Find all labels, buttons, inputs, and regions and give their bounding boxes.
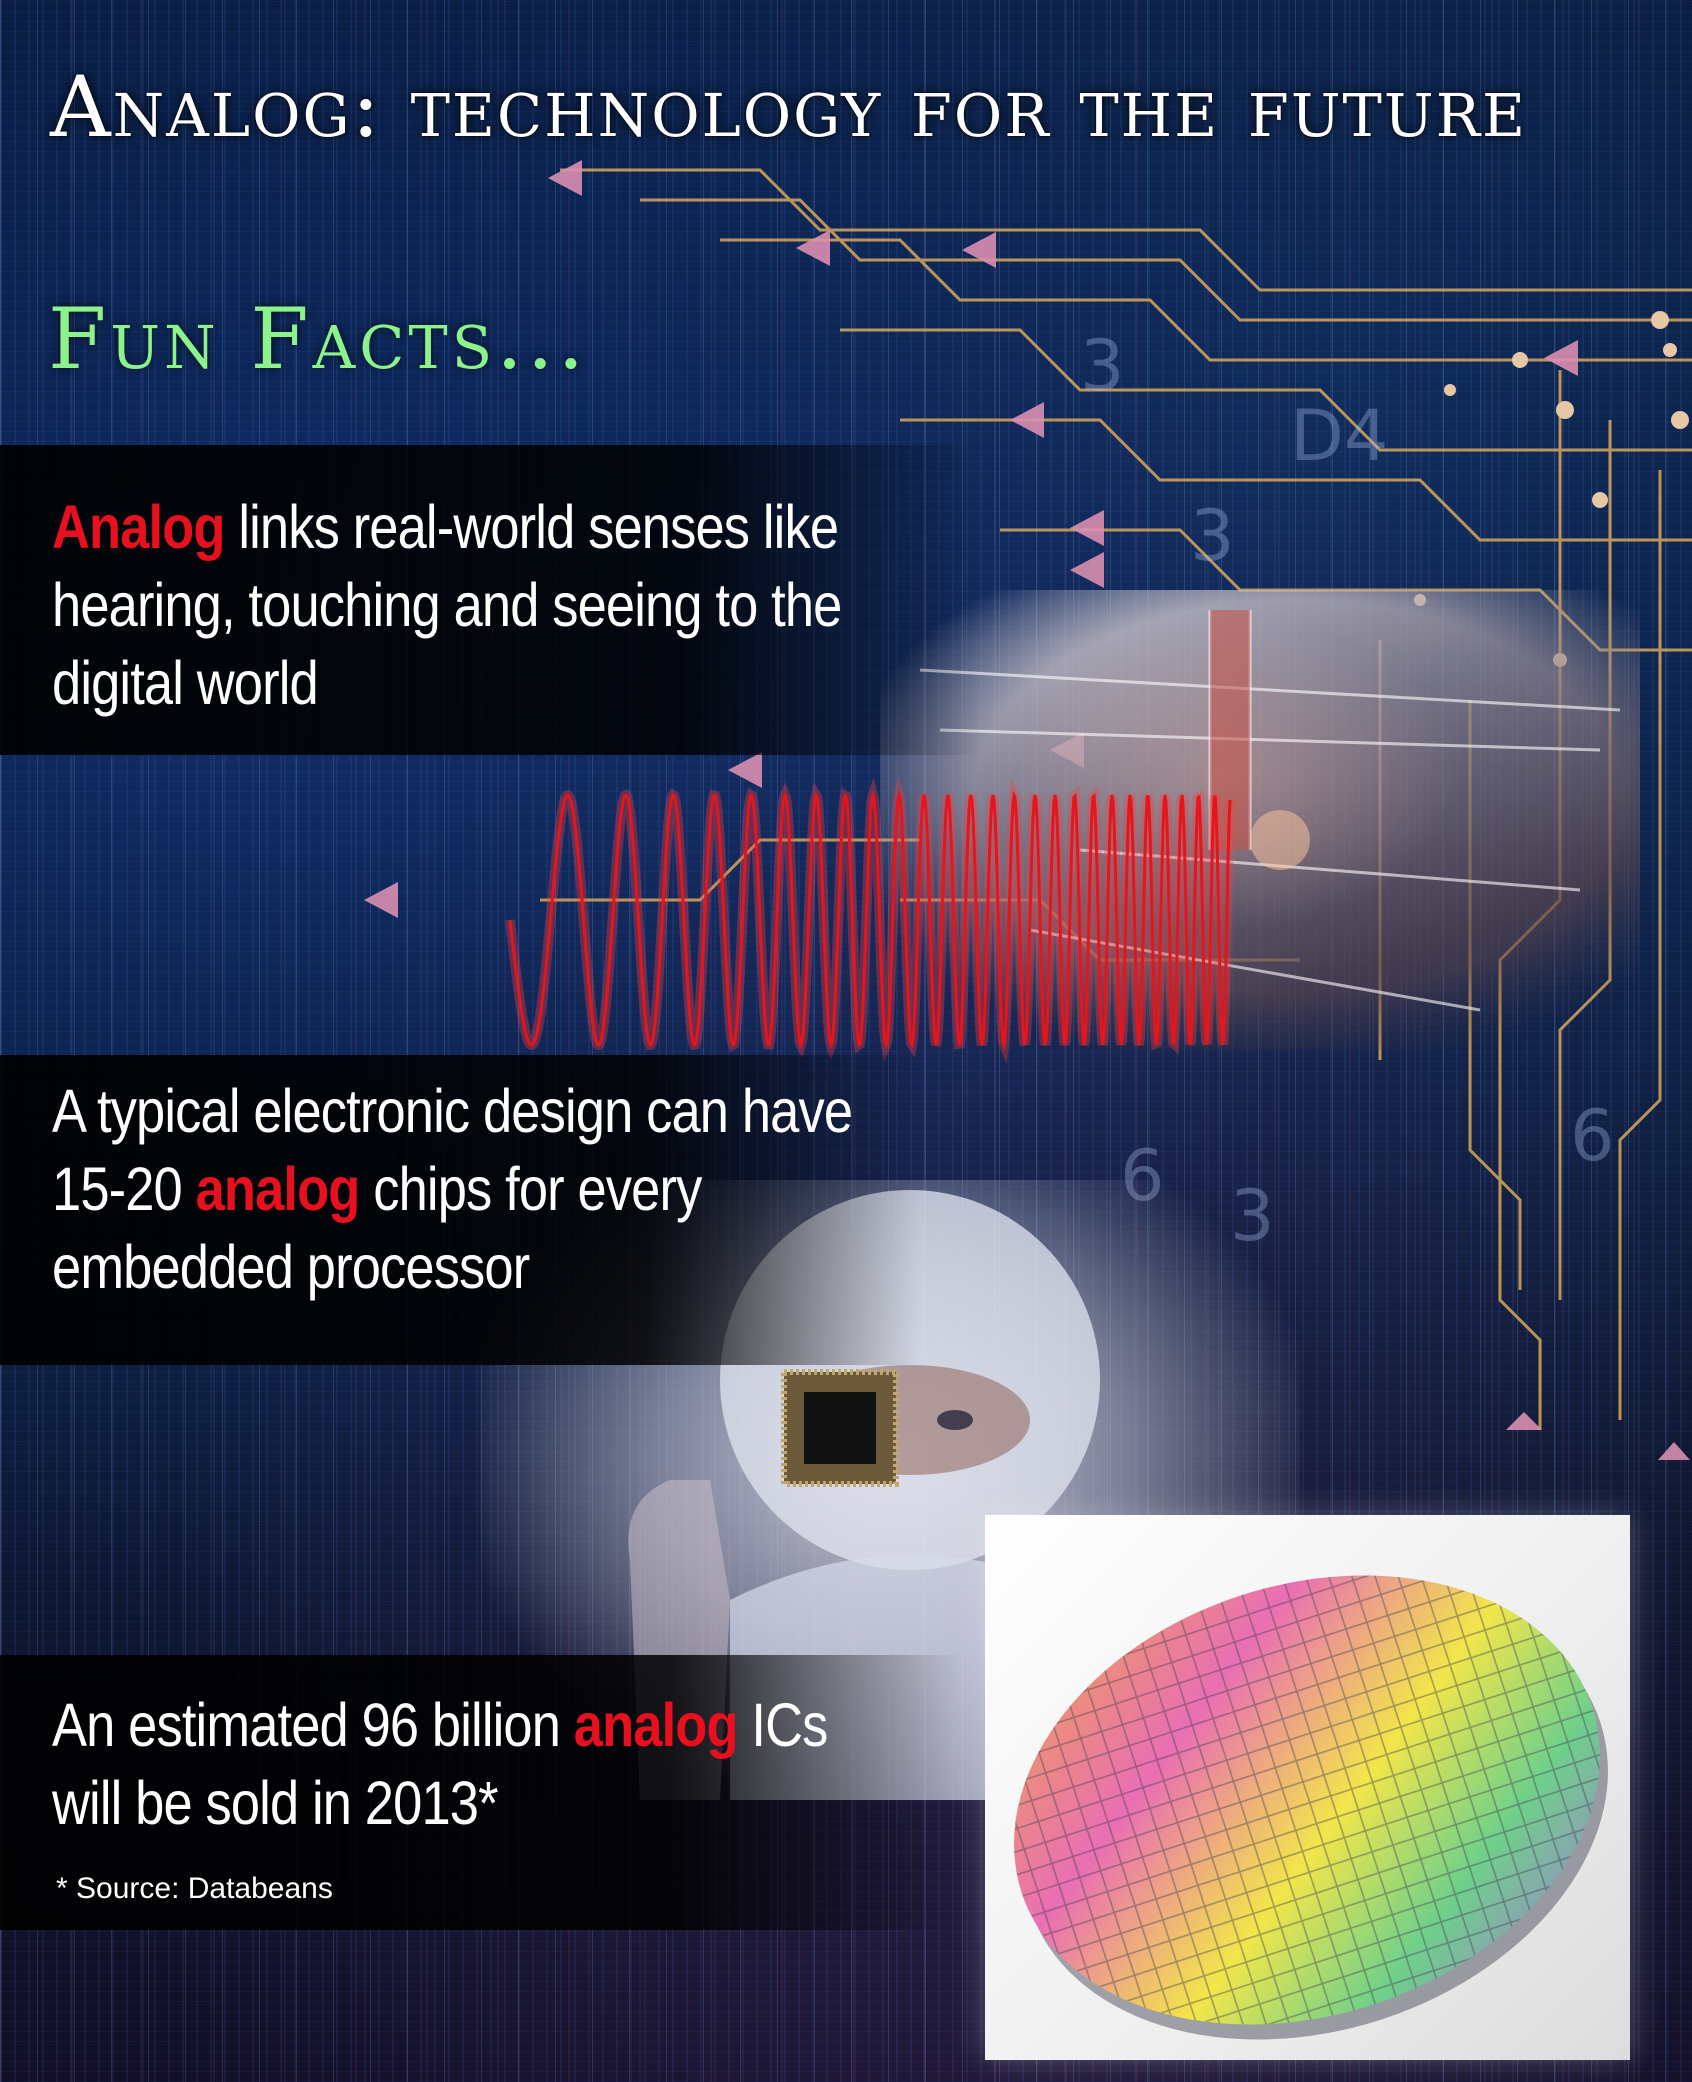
fact-panel-1	[0, 445, 980, 755]
source-note: * Source: Databeans	[56, 1872, 333, 1905]
page-title: Analog: technology for the future	[50, 58, 1528, 156]
fact-2-body-end: chips for every embedded processor	[52, 1155, 702, 1301]
fact-panel-2	[0, 1055, 920, 1365]
fact-2-body-start: A typical electronic design can have 15-…	[52, 1077, 853, 1223]
machine-frame-lines	[919, 610, 1621, 1012]
fact-1-highlight: Analog	[52, 493, 225, 561]
fact-3-highlight: analog	[573, 1691, 739, 1759]
fact-2-text: A typical electronic design can have 15-…	[52, 1072, 860, 1306]
silicon-wafer-icon	[985, 1515, 1630, 2060]
fact-1-text: Analog links real-world senses like hear…	[52, 488, 860, 722]
fact-1-body: links real-world senses like hearing, to…	[52, 493, 842, 717]
sine-wave-icon	[505, 775, 1235, 1065]
fact-panel-3	[0, 1655, 960, 1930]
svg-text:6: 6	[1570, 1095, 1615, 1177]
microchip-icon	[781, 1369, 899, 1487]
fact-3-body-start: An estimated 96 billion	[52, 1691, 574, 1759]
fact-3-body-end: ICs will be sold in 2013*	[52, 1691, 828, 1837]
fact-3-text: An estimated 96 billion analog ICs will …	[52, 1686, 878, 1842]
svg-text:3: 3	[1190, 495, 1235, 577]
fact-2-highlight: analog	[195, 1155, 361, 1223]
fun-facts-heading: Fun Facts...	[48, 290, 589, 388]
sine-wave-line	[508, 789, 1232, 1051]
svg-text:D4: D4	[1290, 395, 1388, 477]
svg-text:3: 3	[1080, 325, 1125, 407]
